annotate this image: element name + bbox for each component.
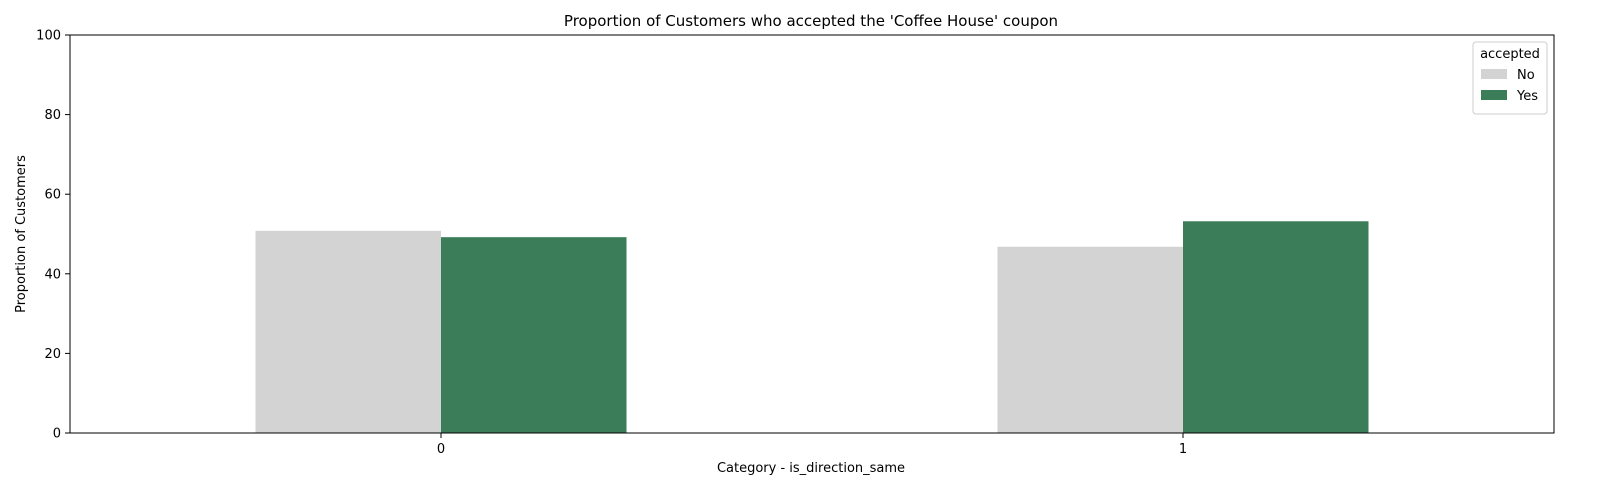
y-axis-label: Proportion of Customers <box>14 155 29 313</box>
legend-swatch-no <box>1481 69 1507 79</box>
y-tick-label: 0 <box>53 427 61 442</box>
legend-label-yes: Yes <box>1516 89 1538 104</box>
bar-yes-0 <box>441 237 627 433</box>
x-tick-label: 0 <box>437 442 445 457</box>
bar-no-1 <box>997 246 1183 433</box>
y-tick-label: 80 <box>44 108 61 123</box>
x-axis-label: Category - is_direction_same <box>717 461 905 476</box>
plot-frame <box>69 34 1555 434</box>
bars-group <box>255 221 1369 433</box>
legend: accepted No Yes <box>1472 41 1548 115</box>
bar-no-0 <box>255 230 441 433</box>
bar-yes-1 <box>1183 221 1369 433</box>
x-tick-label: 1 <box>1179 442 1187 457</box>
y-tick-label: 20 <box>44 347 61 362</box>
legend-label-no: No <box>1517 68 1535 83</box>
y-tick-label: 40 <box>44 267 61 282</box>
y-axis: 0 20 40 60 80 100 <box>36 29 70 442</box>
legend-swatch-yes <box>1481 90 1507 100</box>
chart-title: Proportion of Customers who accepted the… <box>564 12 1058 30</box>
legend-title: accepted <box>1480 47 1540 62</box>
y-tick-label: 60 <box>44 188 61 203</box>
y-tick-label: 100 <box>36 29 61 44</box>
